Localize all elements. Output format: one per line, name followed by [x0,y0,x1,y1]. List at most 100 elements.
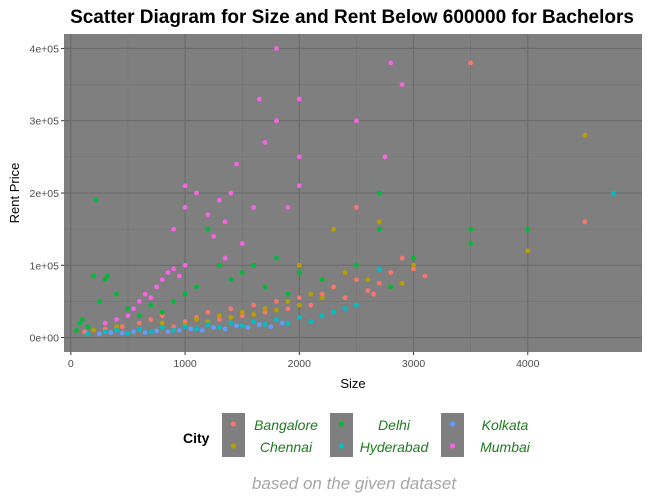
data-point [262,284,268,290]
data-point [148,329,154,335]
data-point [182,205,188,210]
data-point [125,313,131,319]
data-point [376,280,382,286]
data-point [114,317,119,322]
data-point [256,96,262,102]
data-point [97,331,102,337]
data-point [125,306,131,312]
data-point [262,322,268,327]
data-point [468,241,474,246]
data-point [222,255,228,261]
y-axis-title: Rent Price [7,163,22,224]
x-tick-label: 3000 [402,358,426,370]
data-point [205,309,211,315]
data-point [239,309,245,315]
data-point [285,299,291,304]
data-point [216,197,222,203]
data-point [176,273,182,279]
data-point [274,46,279,51]
data-point [119,330,125,336]
data-point [182,262,188,268]
data-point [468,60,474,66]
data-point [388,60,394,66]
data-point [319,295,325,301]
data-point [205,212,211,218]
chart-title: Scatter Diagram for Size and Rent Below … [70,7,634,28]
data-point [268,324,274,330]
grid-minor [64,34,642,352]
data-point [308,319,314,325]
legend-title: City [183,430,210,446]
data-point [296,270,302,275]
legend-label: Kolkata [482,417,529,433]
data-point [82,329,87,335]
data-point [239,323,245,329]
legend-key-point [230,443,237,449]
data-point [411,255,416,261]
data-point [285,306,291,312]
data-point [211,233,217,239]
data-point [376,266,382,272]
data-point [285,320,291,326]
data-point [171,327,177,333]
data-point [211,325,217,330]
data-point [262,306,268,312]
data-point [331,226,336,232]
data-point [239,241,245,246]
legend-items: Bangalore Chennai Delhi Hyderabad Kolkata Mum… [222,413,531,457]
data-point [376,219,382,225]
data-point [274,299,279,304]
data-point [91,327,97,333]
data-point [239,270,245,275]
legend-label: Delhi [378,417,411,433]
data-point [85,324,91,330]
legend-key-point [230,421,237,427]
data-point [131,306,137,312]
data-point [154,284,159,290]
data-point [148,295,154,301]
data-point [194,326,199,332]
data-point [354,118,359,124]
legend-key-point [338,443,345,449]
data-point [102,320,108,326]
data-point [171,266,177,272]
data-point [234,161,239,167]
data-point [354,277,359,283]
data-point [319,277,325,283]
data-point [188,326,194,332]
data-point [251,205,257,210]
data-point [102,277,108,283]
legend-item: Mumbai [441,435,531,457]
data-point [114,324,119,330]
legend-key-point [338,421,345,427]
data-point [199,327,205,333]
legend-label: Mumbai [480,439,531,455]
data-point [85,331,91,337]
data-point [296,183,302,189]
data-point [159,277,165,283]
data-point [205,226,211,232]
data-point [234,323,239,329]
data-point [388,270,394,275]
data-point [411,262,416,268]
data-point [354,262,359,268]
data-point [582,219,588,225]
data-point [308,302,314,308]
data-point [274,255,279,261]
data-point [159,313,165,319]
x-axis-title: Size [340,376,365,391]
y-tick-label: 0e+00 [30,333,60,345]
data-point [216,317,222,322]
data-point [251,319,257,325]
data-point [228,320,234,326]
data-point [611,190,616,196]
data-point [171,226,177,232]
data-point [354,302,359,308]
data-point [262,309,268,315]
data-point [274,307,279,313]
data-point [159,320,165,326]
y-tick-label: 2e+05 [30,188,60,200]
legend: City Bangalore Chennai Delhi Hyderabad Kolka… [183,413,531,457]
data-point [388,284,394,290]
x-tick-label: 2000 [288,358,312,370]
